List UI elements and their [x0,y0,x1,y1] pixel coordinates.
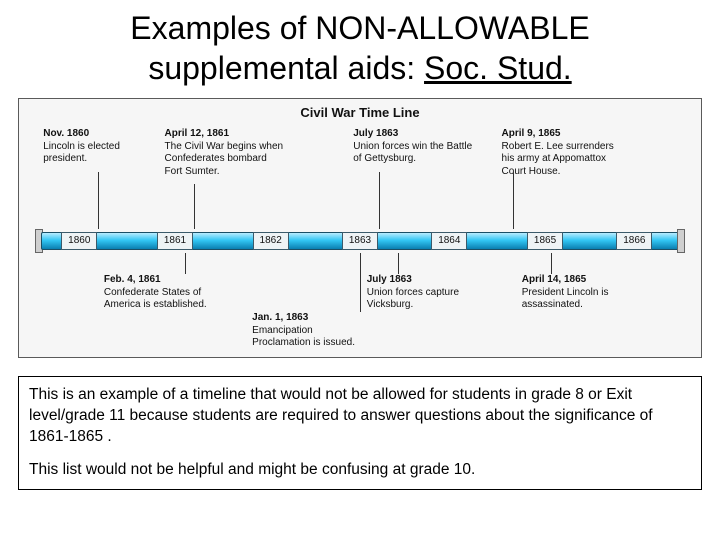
year-box: 1862 [253,232,289,250]
event-text: Union forces win the Battle of Gettysbur… [353,141,472,165]
event-tick [194,184,195,229]
timeline-event-bottom: April 14, 1865President Lincoln is assas… [522,274,642,312]
title-line2a: supplemental aids: [148,50,424,86]
year-box: 1863 [342,232,378,250]
timeline-event-bottom: Feb. 4, 1861Confederate States of Americ… [104,274,224,312]
year-box: 1866 [616,232,652,250]
caption-p1: This is an example of a timeline that wo… [29,385,691,448]
timeline-bar: 1860 1861 1862 1863 1864 1865 1866 [41,229,679,253]
event-date: April 14, 1865 [522,274,642,287]
event-text: Lincoln is elected president. [43,141,120,165]
event-date: April 9, 1865 [502,128,622,141]
timeline-event-top: July 1863Union forces win the Battle of … [353,128,473,166]
timeline-event-top: Nov. 1860Lincoln is elected president. [43,128,143,166]
event-tick [98,172,99,229]
year-box: 1861 [157,232,193,250]
event-tick [398,253,399,274]
title-line2b: Soc. Stud. [424,50,572,86]
event-text: The Civil War begins when Confederates b… [165,141,284,177]
timeline-event-bottom: Jan. 1, 1863Emancipation Proclamation is… [252,312,372,350]
slide-title: Examples of NON-ALLOWABLE supplemental a… [18,8,702,88]
slide: Examples of NON-ALLOWABLE supplemental a… [0,0,720,540]
event-text: Confederate States of America is establi… [104,287,207,311]
year-box: 1865 [527,232,563,250]
event-date: Jan. 1, 1863 [252,312,372,325]
event-tick [513,172,514,229]
event-date: July 1863 [367,274,477,287]
event-tick [185,253,186,274]
timeline-event-bottom: July 1863Union forces capture Vicksburg. [367,274,477,312]
event-date: July 1863 [353,128,473,141]
event-date: Nov. 1860 [43,128,143,141]
caption-p2: This list would not be helpful and might… [29,460,691,481]
event-tick [379,172,380,229]
timeline-area: 1860 1861 1862 1863 1864 1865 1866 Nov. 1860Li… [23,124,697,354]
event-tick [551,253,552,274]
event-text: Robert E. Lee surrenders his army at App… [502,141,614,177]
event-text: President Lincoln is assassinated. [522,287,609,311]
timeline-event-top: April 9, 1865Robert E. Lee surrenders hi… [502,128,622,178]
timeline-title: Civil War Time Line [23,105,697,120]
title-line1: Examples of NON-ALLOWABLE [130,10,589,46]
caption-box: This is an example of a timeline that wo… [18,376,702,490]
event-text: Union forces capture Vicksburg. [367,287,459,311]
event-date: Feb. 4, 1861 [104,274,224,287]
event-date: April 12, 1861 [165,128,285,141]
year-box: 1864 [431,232,467,250]
year-box: 1860 [61,232,97,250]
event-text: Emancipation Proclamation is issued. [252,325,355,349]
timeline-frame: Civil War Time Line 1860 1861 1862 1863 1864… [18,98,702,358]
bar-end-right [677,229,685,253]
timeline-event-top: April 12, 1861The Civil War begins when … [165,128,285,178]
event-tick [360,253,361,312]
